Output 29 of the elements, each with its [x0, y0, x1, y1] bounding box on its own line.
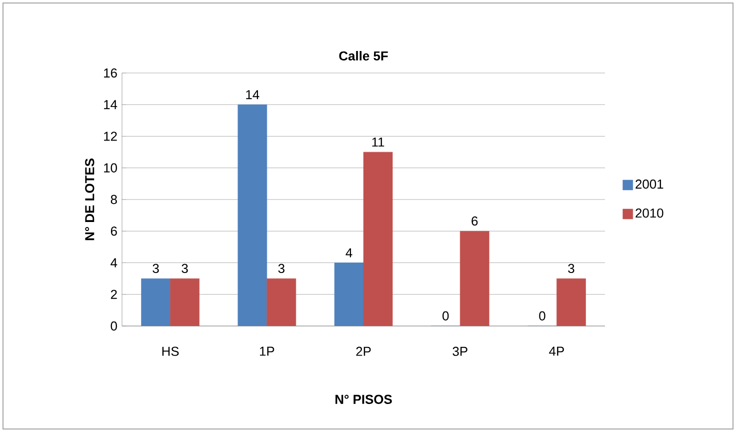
data-label: 0	[539, 311, 546, 320]
y-tick-label: 12	[104, 132, 117, 141]
y-tick-label: 6	[110, 226, 117, 236]
data-label: 4	[346, 248, 352, 258]
data-label: 3	[152, 264, 159, 274]
data-label: 6	[472, 216, 478, 226]
x-tick-label: 3P	[452, 346, 468, 356]
chart-title: Calle 5F	[339, 50, 388, 61]
y-tick-label: 14	[104, 100, 118, 110]
y-tick-label: 8	[110, 194, 117, 204]
y-axis-title: N° DE LOTES	[85, 158, 94, 240]
x-tick-label: 1P	[260, 346, 274, 356]
y-tick-label: 4	[110, 258, 118, 268]
x-tick-label: 4P	[549, 346, 564, 356]
y-tick-label: 2	[110, 290, 117, 299]
data-label: 11	[372, 138, 384, 147]
legend-label: 2001	[636, 180, 664, 189]
y-tick-label: 16	[104, 68, 117, 78]
data-label: 14	[246, 90, 260, 100]
data-label: 3	[278, 264, 284, 274]
y-tick-label: 0	[110, 321, 117, 331]
legend-label: 2010	[636, 208, 664, 218]
data-label: 3	[182, 264, 188, 274]
x-tick-label: 2P	[356, 346, 371, 356]
x-tick-label: HS	[162, 346, 179, 356]
data-label: 3	[568, 264, 574, 274]
x-axis-title: N° PISOS	[336, 394, 392, 404]
y-tick-label: 10	[104, 163, 117, 172]
data-label: 0	[442, 311, 449, 320]
